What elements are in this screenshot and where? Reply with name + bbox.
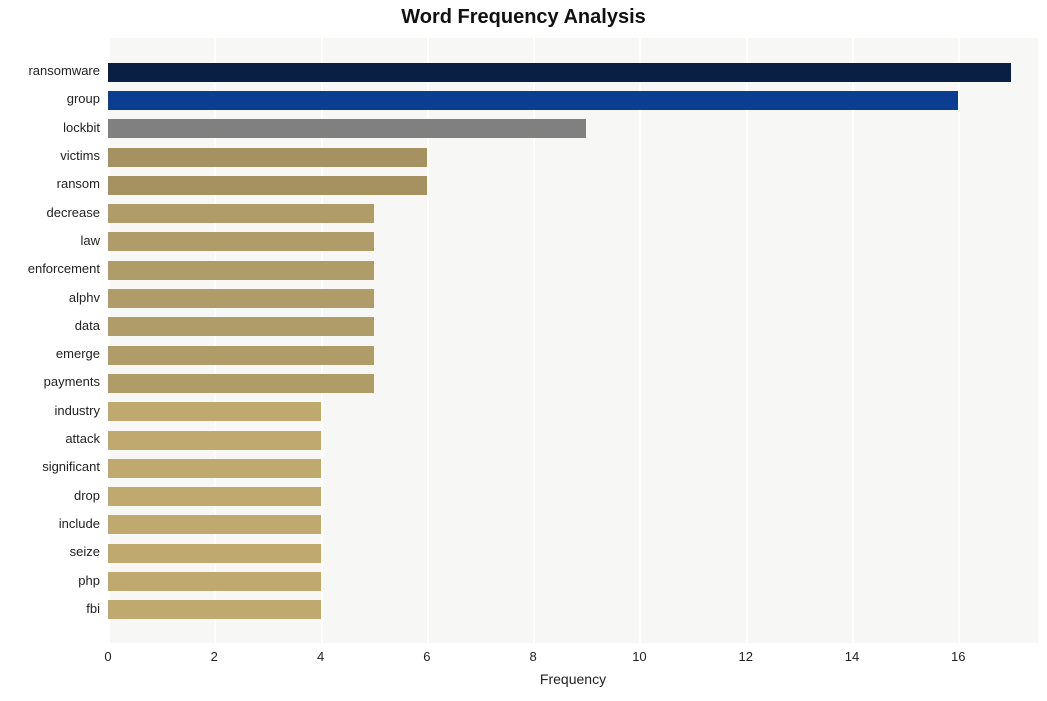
y-tick-label: industry <box>0 403 100 418</box>
y-tick-label: significant <box>0 459 100 474</box>
bar <box>108 119 586 138</box>
y-tick-label: drop <box>0 488 100 503</box>
bar <box>108 176 427 195</box>
chart-title: Word Frequency Analysis <box>0 6 1047 29</box>
y-tick-label: alphv <box>0 290 100 305</box>
y-tick-label: attack <box>0 431 100 446</box>
bar <box>108 232 374 251</box>
bar <box>108 431 321 450</box>
y-tick-label: include <box>0 516 100 531</box>
y-tick-label: ransom <box>0 176 100 191</box>
y-tick-label: emerge <box>0 346 100 361</box>
bar <box>108 63 1011 82</box>
x-tick-label: 6 <box>407 649 447 664</box>
y-tick-label: lockbit <box>0 120 100 135</box>
gridline <box>958 38 960 643</box>
chart-container: Word Frequency Analysis ransomware group l… <box>0 0 1047 701</box>
gridline <box>852 38 854 643</box>
x-tick-label: 8 <box>513 649 553 664</box>
bar <box>108 459 321 478</box>
y-tick-label: seize <box>0 544 100 559</box>
y-tick-label: payments <box>0 374 100 389</box>
x-tick-label: 0 <box>88 649 128 664</box>
bar <box>108 600 321 619</box>
bar <box>108 544 321 563</box>
y-tick-label: ransomware <box>0 63 100 78</box>
bar <box>108 515 321 534</box>
y-tick-label: law <box>0 233 100 248</box>
y-tick-label: victims <box>0 148 100 163</box>
bar <box>108 204 374 223</box>
x-tick-label: 16 <box>938 649 978 664</box>
bar <box>108 148 427 167</box>
bar <box>108 402 321 421</box>
bar <box>108 317 374 336</box>
plot-area <box>108 38 1038 643</box>
y-tick-label: fbi <box>0 601 100 616</box>
bar <box>108 374 374 393</box>
x-tick-label: 14 <box>832 649 872 664</box>
y-tick-label: php <box>0 573 100 588</box>
y-tick-label: decrease <box>0 205 100 220</box>
gridline <box>639 38 641 643</box>
x-tick-label: 12 <box>726 649 766 664</box>
x-tick-label: 4 <box>301 649 341 664</box>
x-tick-label: 2 <box>194 649 234 664</box>
bar <box>108 91 958 110</box>
bar <box>108 487 321 506</box>
x-tick-label: 10 <box>619 649 659 664</box>
x-axis-title: Frequency <box>108 671 1038 687</box>
bar <box>108 572 321 591</box>
y-tick-label: data <box>0 318 100 333</box>
bar <box>108 346 374 365</box>
gridline <box>746 38 748 643</box>
bar <box>108 261 374 280</box>
y-tick-label: group <box>0 91 100 106</box>
y-tick-label: enforcement <box>0 261 100 276</box>
bar <box>108 289 374 308</box>
